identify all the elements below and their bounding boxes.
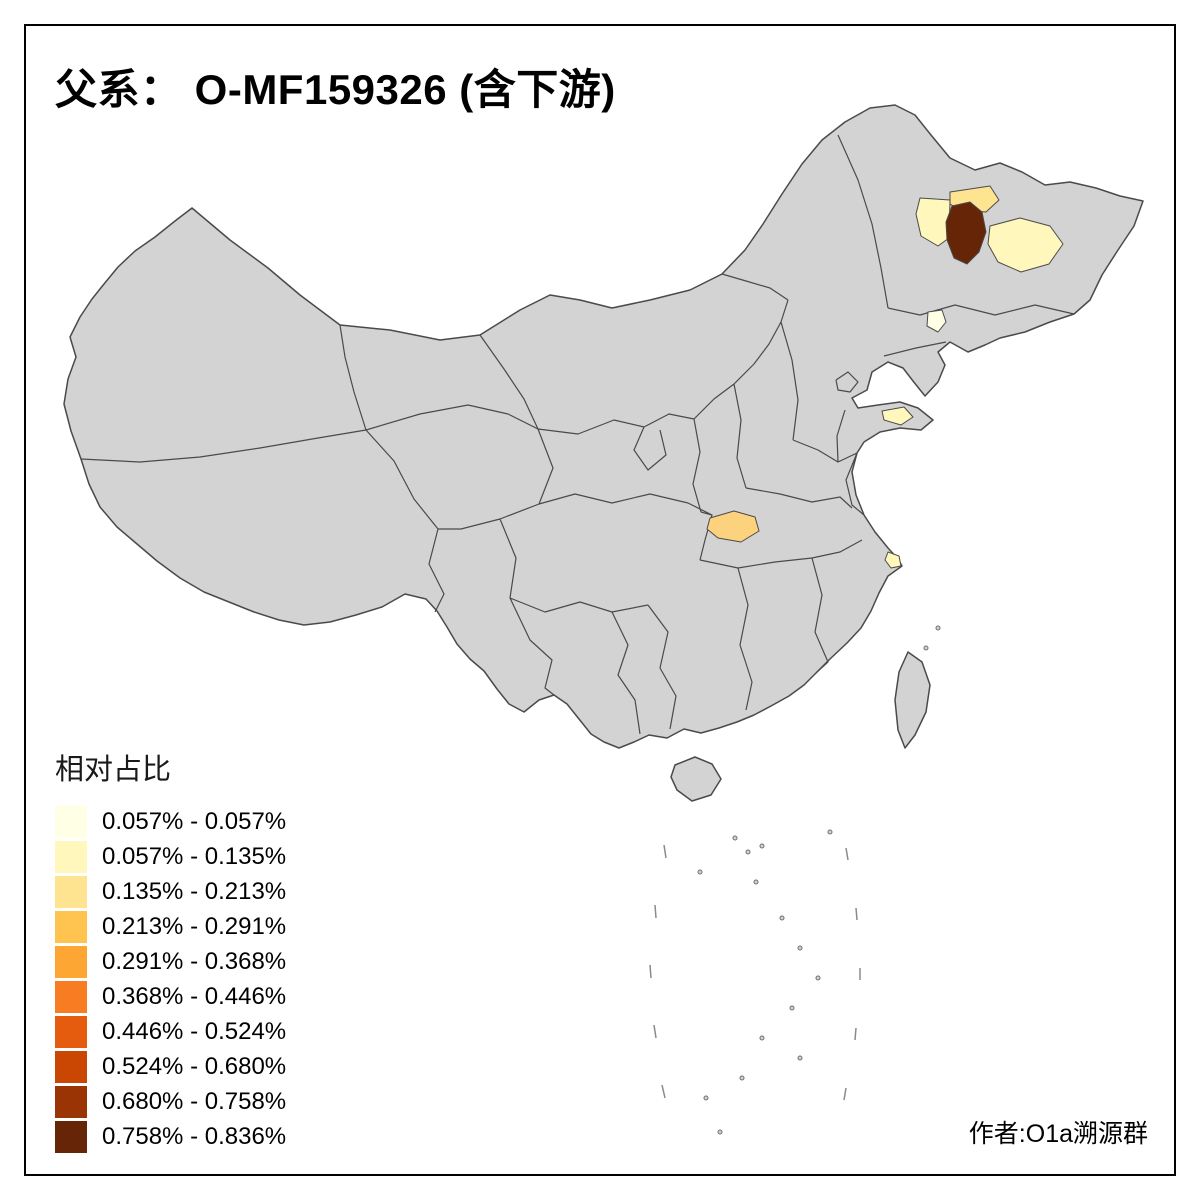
- legend-swatch: [55, 840, 87, 873]
- legend-swatch: [55, 980, 87, 1013]
- legend-item: 0.057% - 0.135%: [55, 839, 286, 874]
- province-borders: [80, 134, 1075, 735]
- taiwan-island: [894, 651, 931, 749]
- region-jilin-pale: [926, 309, 947, 333]
- hainan-island: [670, 756, 722, 802]
- legend-swatch: [55, 1050, 87, 1083]
- legend-label: 0.680% - 0.758%: [102, 1087, 287, 1115]
- legend-item: 0.524% - 0.680%: [55, 1049, 286, 1084]
- legend-items: 0.057% - 0.057% 0.057% - 0.135% 0.135% -…: [55, 804, 286, 1154]
- legend-item: 0.758% - 0.836%: [55, 1119, 286, 1154]
- legend-title: 相对占比: [55, 754, 172, 786]
- legend-swatch: [55, 1015, 87, 1048]
- legend-swatch: [55, 875, 87, 908]
- region-northeast-dark: [945, 201, 987, 265]
- map-title: 父系： O-MF159326 (含下游): [55, 66, 616, 113]
- legend-label: 0.524% - 0.680%: [102, 1052, 287, 1080]
- region-shandong-pale: [881, 406, 914, 426]
- legend-swatch: [55, 805, 87, 838]
- legend-swatch: [55, 910, 87, 943]
- legend-item: 0.213% - 0.291%: [55, 909, 286, 944]
- legend-label: 0.057% - 0.135%: [102, 842, 287, 870]
- legend-label: 0.135% - 0.213%: [102, 877, 287, 905]
- legend-item: 0.368% - 0.446%: [55, 979, 286, 1014]
- legend-item: 0.135% - 0.213%: [55, 874, 286, 909]
- legend-swatch: [55, 1085, 87, 1118]
- legend-label: 0.758% - 0.836%: [102, 1122, 287, 1150]
- legend-item: 0.057% - 0.057%: [55, 804, 286, 839]
- legend-label: 0.057% - 0.057%: [102, 807, 287, 835]
- attribution: 作者:O1a溯源群: [968, 1120, 1148, 1148]
- region-northeast-east-pale: [987, 217, 1064, 273]
- legend-label: 0.213% - 0.291%: [102, 912, 287, 940]
- legend-swatch: [55, 945, 87, 978]
- legend-item: 0.291% - 0.368%: [55, 944, 286, 979]
- legend-label: 0.291% - 0.368%: [102, 947, 287, 975]
- region-shanghai-pale: [884, 551, 902, 569]
- legend: 相对占比 0.057% - 0.057% 0.057% - 0.135% 0.1…: [55, 746, 286, 1154]
- legend-label: 0.446% - 0.524%: [102, 1017, 287, 1045]
- south-china-sea-islands: [649, 625, 941, 1135]
- legend-swatch: [55, 1120, 87, 1153]
- legend-item: 0.680% - 0.758%: [55, 1084, 286, 1119]
- legend-label: 0.368% - 0.446%: [102, 982, 287, 1010]
- region-central-amber: [706, 510, 760, 543]
- legend-item: 0.446% - 0.524%: [55, 1014, 286, 1049]
